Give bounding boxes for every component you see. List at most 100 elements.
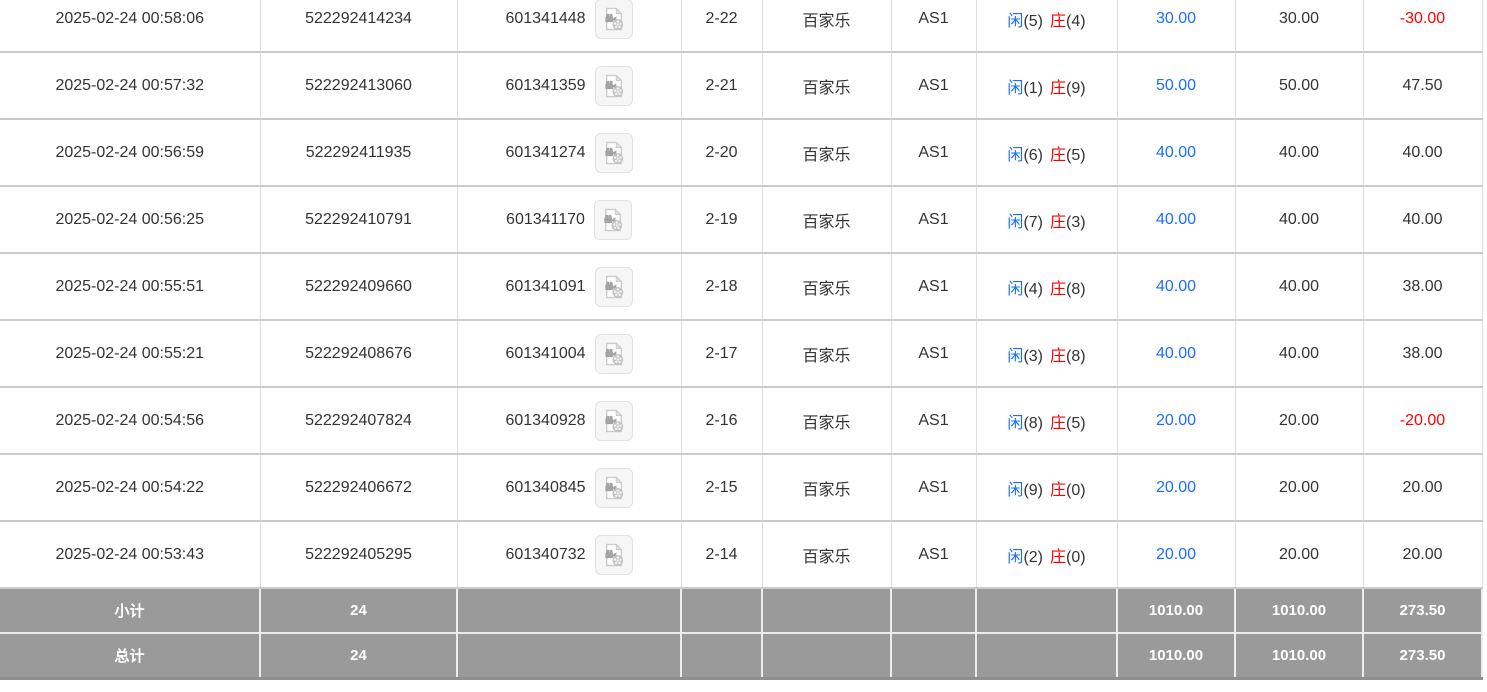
banker-result: 庄(4) (1050, 12, 1086, 30)
game-type-cell: 百家乐 (762, 52, 892, 120)
game-number: 601341448 (505, 9, 586, 27)
game-number-cell: 601340845 (457, 454, 682, 522)
bet-time-cell: 2025-02-24 00:57:32 (0, 52, 261, 120)
video-replay-button[interactable] (594, 132, 633, 173)
winloss-cell: -30.00 (1363, 0, 1483, 53)
round-cell: 2-18 (681, 253, 763, 321)
round-cell: 2-21 (681, 52, 763, 120)
game-number-cell: 601341004 (457, 320, 682, 388)
winloss-cell: 38.00 (1363, 253, 1483, 321)
summary-valid-total-cell: 1010.00 (1235, 633, 1364, 680)
video-replay-button[interactable] (594, 400, 633, 441)
winloss-cell: -20.00 (1363, 387, 1483, 455)
game-number: 601341091 (505, 277, 586, 295)
summary-empty-cell (976, 633, 1118, 680)
game-result-cell: 闲(8) 庄(5) (976, 387, 1118, 455)
bet-time-cell: 2025-02-24 00:56:25 (0, 186, 261, 254)
winloss-cell: 20.00 (1363, 454, 1483, 522)
table-row: 2025-02-24 00:53:43 522292405295 6013407… (0, 521, 1483, 589)
summary-empty-cell (457, 633, 682, 680)
table-row: 2025-02-24 00:56:25 522292410791 6013411… (0, 186, 1483, 254)
video-replay-button[interactable] (594, 65, 633, 106)
banker-result: 庄(8) (1050, 280, 1086, 298)
game-number-cell: 601340732 (457, 521, 682, 589)
order-number-cell: 522292408676 (260, 320, 458, 388)
video-file-icon (604, 73, 623, 97)
player-result: 闲(4) (1007, 280, 1043, 298)
game-result-cell: 闲(6) 庄(5) (976, 119, 1118, 187)
table-code-cell: AS1 (891, 119, 977, 187)
video-file-icon (604, 207, 623, 231)
bet-amount-cell[interactable]: 20.00 (1117, 521, 1236, 589)
bet-amount-cell[interactable]: 20.00 (1117, 454, 1236, 522)
game-type-cell: 百家乐 (762, 387, 892, 455)
game-result-cell: 闲(7) 庄(3) (976, 186, 1118, 254)
winloss-cell: 40.00 (1363, 186, 1483, 254)
video-replay-button[interactable] (594, 266, 633, 307)
bet-amount-cell[interactable]: 30.00 (1117, 0, 1236, 53)
game-result-cell: 闲(5) 庄(4) (976, 0, 1118, 53)
summary-empty-cell (681, 633, 763, 680)
player-result: 闲(9) (1007, 481, 1043, 499)
bet-amount-cell[interactable]: 50.00 (1117, 52, 1236, 120)
player-result: 闲(6) (1007, 146, 1043, 164)
table-row: 2025-02-24 00:56:59 522292411935 6013412… (0, 119, 1483, 187)
video-replay-button[interactable] (594, 0, 633, 39)
video-file-icon (604, 6, 623, 30)
video-file-icon (604, 475, 623, 499)
table-code-cell: AS1 (891, 253, 977, 321)
banker-result: 庄(5) (1050, 414, 1086, 432)
winloss-cell: 40.00 (1363, 119, 1483, 187)
summary-empty-cell (457, 588, 682, 634)
video-file-icon (604, 542, 623, 566)
game-result-cell: 闲(9) 庄(0) (976, 454, 1118, 522)
video-replay-button[interactable] (594, 534, 633, 575)
bet-time-cell: 2025-02-24 00:56:59 (0, 119, 261, 187)
bet-amount-cell[interactable]: 40.00 (1117, 119, 1236, 187)
round-cell: 2-14 (681, 521, 763, 589)
round-cell: 2-22 (681, 0, 763, 53)
bet-time-cell: 2025-02-24 00:54:22 (0, 454, 261, 522)
video-replay-button[interactable] (594, 467, 633, 508)
bet-amount-cell[interactable]: 40.00 (1117, 253, 1236, 321)
bet-amount-cell[interactable]: 20.00 (1117, 387, 1236, 455)
order-number-cell: 522292407824 (260, 387, 458, 455)
winloss-cell: 20.00 (1363, 521, 1483, 589)
table-code-cell: AS1 (891, 0, 977, 53)
table-code-cell: AS1 (891, 454, 977, 522)
records-body: 2025-02-24 00:58:06 522292414234 6013414… (0, 0, 1483, 589)
game-type-cell: 百家乐 (762, 521, 892, 589)
summary-empty-cell (762, 633, 892, 680)
order-number-cell: 522292411935 (260, 119, 458, 187)
player-result: 闲(8) (1007, 414, 1043, 432)
game-number: 601340845 (505, 478, 586, 496)
video-replay-button[interactable] (593, 199, 632, 240)
summary-body: 小计 24 1010.00 1010.00 273.50 总计 24 1010.… (0, 588, 1483, 680)
bet-time-cell: 2025-02-24 00:54:56 (0, 387, 261, 455)
summary-empty-cell (976, 588, 1118, 634)
game-type-cell: 百家乐 (762, 186, 892, 254)
game-type-cell: 百家乐 (762, 253, 892, 321)
valid-amount-cell: 40.00 (1235, 320, 1364, 388)
summary-empty-cell (891, 633, 977, 680)
bet-time-cell: 2025-02-24 00:58:06 (0, 0, 261, 53)
summary-winloss-total-cell: 273.50 (1363, 588, 1483, 634)
bet-amount-cell[interactable]: 40.00 (1117, 320, 1236, 388)
table-row: 2025-02-24 00:54:56 522292407824 6013409… (0, 387, 1483, 455)
table-row: 2025-02-24 00:54:22 522292406672 6013408… (0, 454, 1483, 522)
winloss-cell: 38.00 (1363, 320, 1483, 388)
table-code-cell: AS1 (891, 320, 977, 388)
banker-result: 庄(5) (1050, 146, 1086, 164)
summary-label-cell: 总计 (0, 633, 261, 680)
video-file-icon (604, 140, 623, 164)
bet-amount-cell[interactable]: 40.00 (1117, 186, 1236, 254)
order-number-cell: 522292414234 (260, 0, 458, 53)
game-number-cell: 601341170 (457, 186, 682, 254)
game-result-cell: 闲(3) 庄(8) (976, 320, 1118, 388)
summary-bet-total-cell: 1010.00 (1117, 633, 1236, 680)
video-replay-button[interactable] (594, 333, 633, 374)
bet-time-cell: 2025-02-24 00:55:51 (0, 253, 261, 321)
